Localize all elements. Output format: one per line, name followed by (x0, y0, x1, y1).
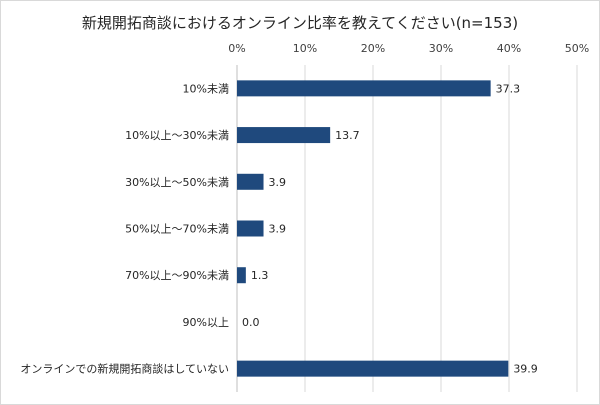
data-label: 3.9 (269, 223, 287, 236)
x-tick-label: 50% (565, 42, 589, 55)
bar (237, 360, 509, 377)
bar (237, 220, 264, 237)
category-label: 10%以上～30%未満 (125, 129, 229, 142)
data-label: 1.3 (251, 269, 269, 282)
data-label: 37.3 (496, 82, 521, 95)
x-tick-label: 40% (497, 42, 521, 55)
x-tick-label: 0% (228, 42, 245, 55)
bar (237, 173, 264, 190)
category-label: オンラインでの新規開拓商談はしていない (20, 362, 229, 376)
bar (237, 80, 491, 97)
bar (237, 127, 331, 144)
x-tick-label: 10% (293, 42, 317, 55)
data-label: 13.7 (335, 129, 360, 142)
x-tick-label: 30% (429, 42, 453, 55)
data-label: 39.9 (513, 363, 538, 376)
chart-title: 新規開拓商談におけるオンライン比率を教えてください(n=153) (81, 14, 519, 32)
category-label: 90%以上 (183, 316, 229, 329)
category-label: 10%未満 (183, 82, 229, 95)
category-label: 30%以上～50%未満 (125, 176, 229, 189)
data-label: 0.0 (242, 316, 260, 329)
category-label: 70%以上～90%未満 (125, 269, 229, 282)
bar (237, 267, 246, 284)
x-tick-label: 20% (361, 42, 385, 55)
category-label: 50%以上～70%未満 (125, 223, 229, 236)
data-label: 3.9 (269, 176, 287, 189)
